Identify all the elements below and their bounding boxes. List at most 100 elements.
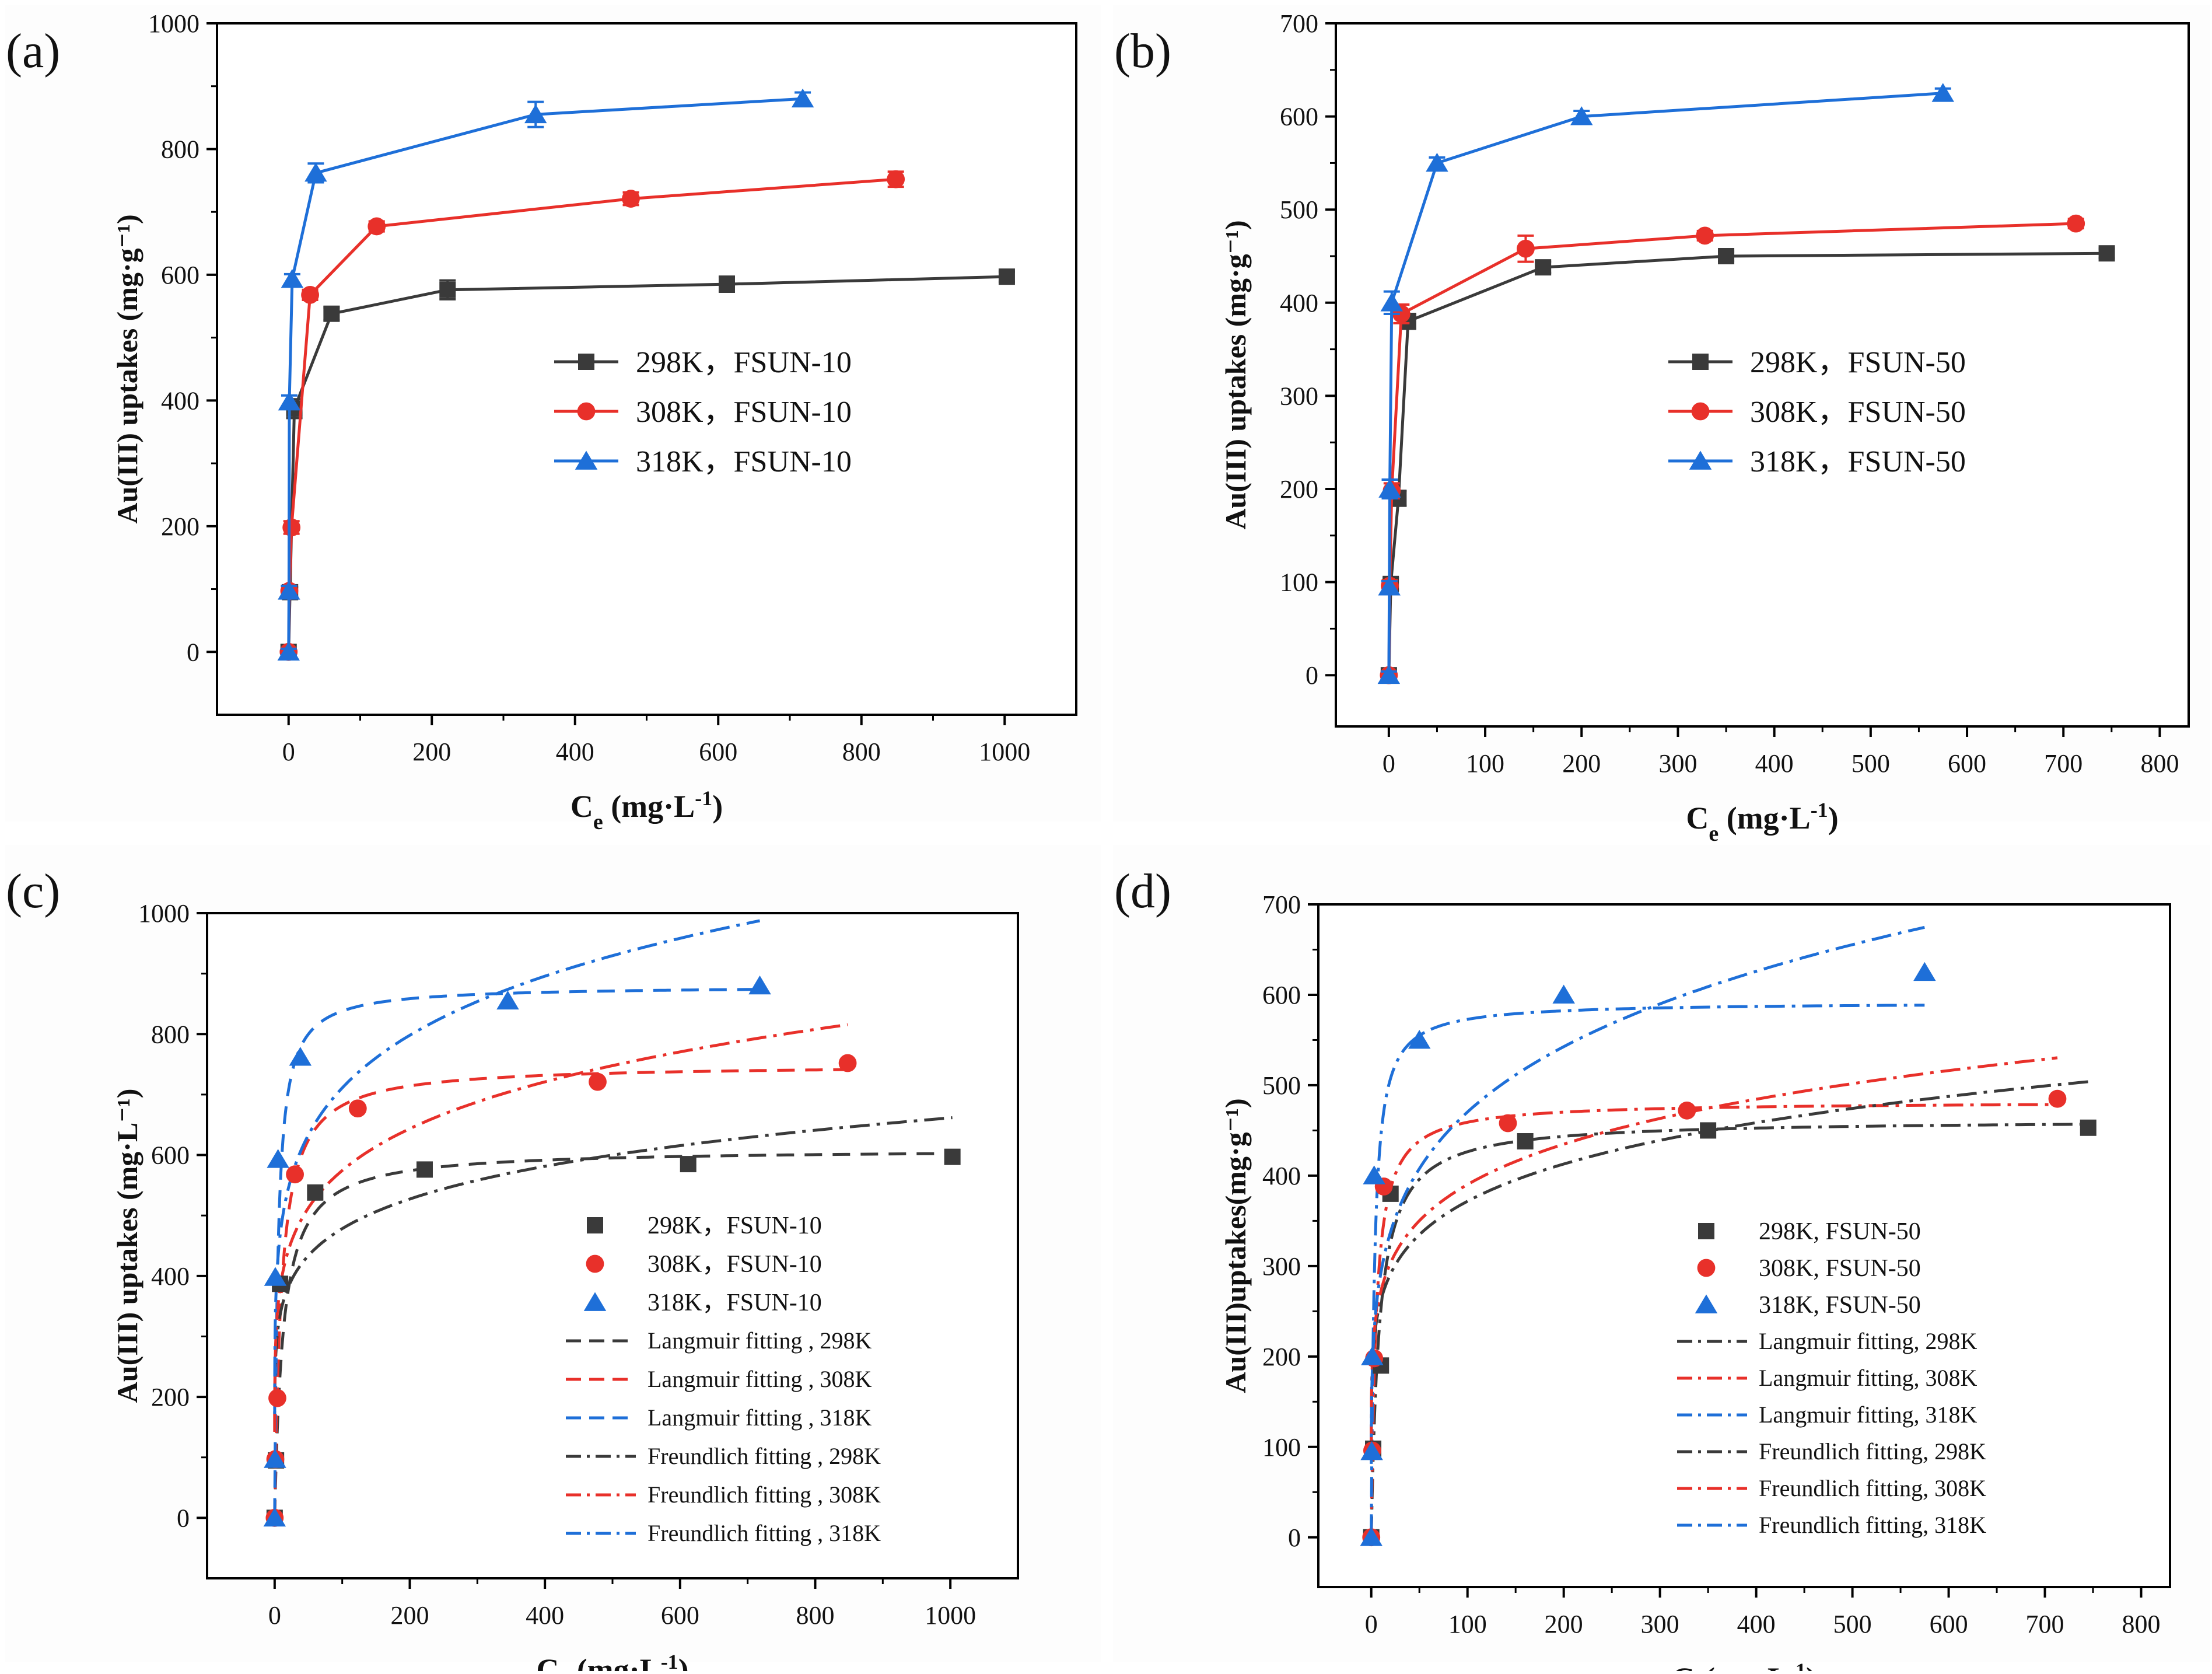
x-axis-label-part: -1 xyxy=(661,1650,678,1671)
x-axis-label-part: ) xyxy=(1806,1661,1817,1671)
y-tick-label: 100 xyxy=(1262,1433,1301,1462)
data-point xyxy=(278,392,301,411)
data-point xyxy=(1378,576,1401,596)
x-axis-label: Ce (mg·L-1) xyxy=(536,1650,688,1671)
y-tick-label: 800 xyxy=(161,135,200,163)
legend-marker xyxy=(586,1254,604,1273)
series-s318 xyxy=(263,975,771,1527)
data-point xyxy=(264,1267,287,1286)
legend: 298K，FSUN-50 308K，FSUN-50 318K，FSUN-50 xyxy=(1668,346,1966,478)
y-tick-label: 200 xyxy=(1280,475,1318,504)
data-point xyxy=(286,1165,304,1184)
legend-marker xyxy=(1689,450,1712,470)
y-tick-label: 200 xyxy=(161,512,200,541)
y-axis-label: Au(III)uptakes(mg·g⁻¹) xyxy=(1219,1098,1252,1393)
y-axis-label: Au(III) uptakes (mg·L⁻¹) xyxy=(111,1089,144,1403)
x-tick-label: 800 xyxy=(796,1601,835,1630)
data-point xyxy=(277,641,300,661)
x-tick-label: 600 xyxy=(661,1601,699,1630)
legend-fit-label: Langmuir fitting, 298K xyxy=(1759,1328,1978,1354)
data-point xyxy=(416,1161,433,1178)
y-tick-label: 0 xyxy=(177,1504,190,1532)
legend-marker xyxy=(583,1292,607,1311)
data-point xyxy=(589,1072,607,1091)
x-axis-label-part: (mg·L xyxy=(1718,801,1811,836)
series-s318 xyxy=(277,88,814,661)
legend-label: 298K，FSUN-50 xyxy=(1750,346,1966,379)
fit-curve xyxy=(1370,1056,2058,1444)
panel-label: (c) xyxy=(6,864,60,918)
data-point xyxy=(791,88,814,108)
legend-fit-label: Freundlich fitting , 298K xyxy=(648,1443,881,1469)
legend-fit-label: Freundlich fitting , 318K xyxy=(648,1520,881,1546)
fit-curve xyxy=(273,1023,848,1432)
legend-label: 308K，FSUN-50 xyxy=(1750,396,1966,429)
data-point xyxy=(439,281,456,298)
legend-label: 308K，FSUN-10 xyxy=(648,1251,822,1278)
data-point xyxy=(1363,1165,1385,1184)
legend: 298K，FSUN-10 308K，FSUN-10 318K，FSUN-10 Lang… xyxy=(566,1212,881,1546)
series-s318 xyxy=(1377,83,1954,684)
legend-marker xyxy=(1695,1294,1718,1313)
x-tick-label: 0 xyxy=(268,1601,281,1630)
data-point xyxy=(1360,1441,1383,1460)
x-tick-label: 800 xyxy=(2140,749,2179,778)
y-tick-label: 0 xyxy=(1306,661,1318,690)
fit-curve xyxy=(1370,1004,1925,1535)
x-axis-label-part: ) xyxy=(712,789,723,824)
y-tick-label: 600 xyxy=(161,261,200,289)
y-tick-label: 400 xyxy=(151,1262,190,1291)
x-axis-label: Ce(mg·L-1) xyxy=(1672,1659,1817,1671)
fit-curve xyxy=(1370,1123,2088,1537)
y-tick-label: 0 xyxy=(187,638,200,666)
plot-frame xyxy=(1317,903,2171,1588)
legend-marker xyxy=(1692,354,1709,370)
x-tick-label: 600 xyxy=(1948,749,1986,778)
y-tick-label: 600 xyxy=(151,1141,190,1170)
legend-label: 318K，FSUN-10 xyxy=(636,445,852,478)
data-point xyxy=(1408,1029,1431,1049)
y-tick-label: 1000 xyxy=(148,9,200,38)
x-axis-label: Ce (mg·L-1) xyxy=(1686,798,1838,846)
data-point xyxy=(1380,292,1404,312)
fit-curve xyxy=(273,919,760,1414)
data-point xyxy=(1696,226,1714,245)
panel-d: (d) 0 100 200 300 400 500 600 700 800 0 100 200 300 40… xyxy=(1113,845,2210,1674)
x-tick-label: 100 xyxy=(1466,749,1504,778)
legend-label: 308K, FSUN-50 xyxy=(1759,1255,1921,1282)
data-point xyxy=(524,104,547,124)
plot-frame xyxy=(1335,22,2190,728)
series-s318 xyxy=(1360,962,1936,1546)
x-tick-label: 300 xyxy=(1641,1610,1679,1638)
legend-fit-label: Freundlich fitting, 298K xyxy=(1759,1438,1986,1465)
legend-marker xyxy=(1691,402,1710,421)
x-tick-label: 400 xyxy=(1737,1610,1776,1638)
data-point xyxy=(304,162,327,182)
x-tick-label: 200 xyxy=(1545,1610,1583,1638)
fit-curve xyxy=(273,1068,848,1517)
x-tick-label: 800 xyxy=(2122,1610,2161,1638)
x-tick-label: 400 xyxy=(556,738,594,766)
data-point xyxy=(1570,106,1593,125)
y-tick-label: 800 xyxy=(151,1020,190,1049)
data-point xyxy=(622,190,640,208)
data-point xyxy=(680,1156,696,1173)
x-tick-label: 600 xyxy=(699,738,737,766)
y-tick-label: 100 xyxy=(1280,568,1318,597)
x-axis-label-part: ) xyxy=(1828,801,1839,836)
legend-marker xyxy=(577,402,596,421)
x-axis-label-part: (mg·L xyxy=(569,1652,661,1671)
x-tick-label: 700 xyxy=(2026,1610,2064,1638)
x-tick-label: 300 xyxy=(1658,749,1697,778)
y-tick-label: 300 xyxy=(1262,1252,1301,1281)
data-point xyxy=(307,1184,324,1201)
data-point xyxy=(838,1054,857,1072)
panel-label: (a) xyxy=(6,24,60,78)
x-tick-label: 800 xyxy=(842,738,881,766)
data-point xyxy=(1913,962,1936,981)
y-tick-label: 300 xyxy=(1280,382,1318,410)
y-tick-label: 1000 xyxy=(138,899,190,928)
legend-fit-label: Langmuir fitting, 318K xyxy=(1759,1402,1978,1428)
data-point xyxy=(263,1507,286,1527)
data-point xyxy=(268,1389,286,1407)
